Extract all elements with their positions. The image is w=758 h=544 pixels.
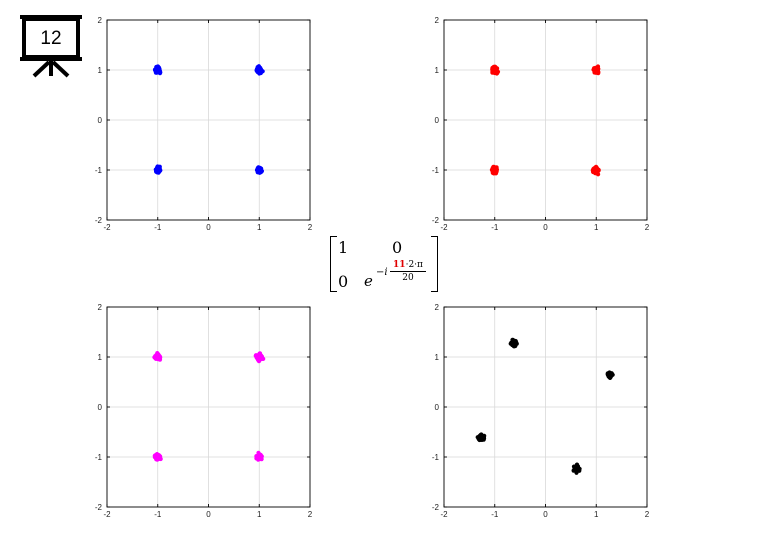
- x-tick-label: -2: [440, 510, 448, 519]
- y-tick-label: 0: [98, 403, 103, 412]
- scatter-point: [593, 66, 598, 71]
- y-tick-label: 2: [435, 303, 440, 312]
- slide-number: 12: [40, 28, 62, 49]
- x-tick-label: 2: [308, 510, 313, 519]
- scatter-point: [575, 464, 580, 469]
- scatter-point: [157, 454, 162, 459]
- y-tick-label: 0: [98, 116, 103, 125]
- presentation-board-icon: [18, 14, 84, 78]
- x-tick-label: 0: [206, 510, 211, 519]
- matrix-exp-highlight: 11: [393, 260, 406, 270]
- matrix-exp-numerator-rest: ·2·π: [405, 260, 423, 270]
- matrix-r2c1: 0: [338, 272, 349, 291]
- x-tick-label: -1: [154, 223, 162, 232]
- x-tick-label: -1: [491, 223, 499, 232]
- x-tick-label: 1: [257, 223, 262, 232]
- y-tick-label: -1: [95, 453, 103, 462]
- scatter-point: [158, 168, 163, 173]
- scatter-point: [155, 457, 160, 462]
- matrix-exp-denominator: 20: [402, 273, 414, 283]
- y-tick-label: -1: [432, 166, 440, 175]
- scatter-point: [596, 167, 601, 172]
- scatter-point: [153, 167, 158, 172]
- y-tick-label: -2: [432, 216, 440, 225]
- scatter-point: [155, 69, 160, 74]
- fraction-bar: [390, 271, 426, 272]
- scatter-point: [255, 68, 260, 73]
- scatter-plot-bottom-right: -2 -1 0 1 2 -2 -1 0 1 2: [432, 303, 650, 519]
- scatter-plot-bottom-left: -2 -1 0 1 2 -2 -1 0 1 2: [95, 303, 313, 519]
- scatter-point: [256, 453, 261, 458]
- rotation-matrix: 1 0 0 e −i 11·2·π 20: [328, 236, 440, 292]
- y-tick-label: 1: [435, 66, 440, 75]
- x-tick-label: 2: [308, 223, 313, 232]
- x-tick-label: 0: [543, 223, 548, 232]
- y-tick-label: -1: [95, 166, 103, 175]
- x-tick-label: 0: [543, 510, 548, 519]
- x-tick-label: -1: [154, 510, 162, 519]
- scatter-plot-top-left: -2 -1 0 1 2 -2 -1 0 1 2: [95, 16, 313, 232]
- x-tick-label: 1: [594, 223, 599, 232]
- scatter-plot-top-right: -2 -1 0 1 2 -2 -1 0 1 2: [432, 16, 650, 232]
- scatter-point: [512, 341, 517, 346]
- x-tick-label: 1: [257, 510, 262, 519]
- y-tick-label: 1: [435, 353, 440, 362]
- scatter-point: [609, 371, 614, 376]
- matrix-right-bracket: [431, 236, 438, 292]
- x-tick-label: -2: [103, 510, 111, 519]
- matrix-exp-numerator: 11·2·π: [390, 260, 426, 270]
- x-tick-label: 0: [206, 223, 211, 232]
- y-tick-label: -2: [95, 503, 103, 512]
- scatter-point: [482, 433, 487, 438]
- scatter-point: [477, 436, 482, 441]
- y-tick-label: 2: [98, 16, 103, 25]
- scatter-point: [575, 468, 580, 473]
- y-tick-label: 2: [435, 16, 440, 25]
- scatter-point: [153, 453, 158, 458]
- matrix-exp-prefix: −i: [376, 267, 388, 278]
- scatter-point: [157, 355, 163, 360]
- matrix-r2c2: e −i 11·2·π 20: [364, 258, 434, 292]
- y-tick-label: -2: [432, 503, 440, 512]
- matrix-exp-base: e: [364, 272, 373, 290]
- y-tick-label: 2: [98, 303, 103, 312]
- x-tick-label: 1: [594, 510, 599, 519]
- y-tick-label: 0: [435, 116, 440, 125]
- y-tick-label: -1: [432, 453, 440, 462]
- matrix-left-bracket: [330, 236, 337, 292]
- matrix-r1c1: 1: [338, 238, 349, 257]
- x-tick-label: 2: [645, 510, 650, 519]
- y-tick-label: -2: [95, 216, 103, 225]
- y-tick-label: 0: [435, 403, 440, 412]
- x-tick-label: 2: [645, 223, 650, 232]
- scatter-point: [493, 66, 498, 72]
- y-tick-label: 1: [98, 353, 103, 362]
- scatter-point: [254, 355, 259, 360]
- scatter-point: [493, 167, 498, 172]
- matrix-r1c2: 0: [392, 238, 403, 257]
- x-tick-label: -2: [103, 223, 111, 232]
- x-tick-label: -1: [491, 510, 499, 519]
- matrix-exp-fraction: 11·2·π 20: [390, 260, 426, 283]
- x-tick-label: -2: [440, 223, 448, 232]
- scatter-point: [257, 168, 262, 173]
- y-tick-label: 1: [98, 66, 103, 75]
